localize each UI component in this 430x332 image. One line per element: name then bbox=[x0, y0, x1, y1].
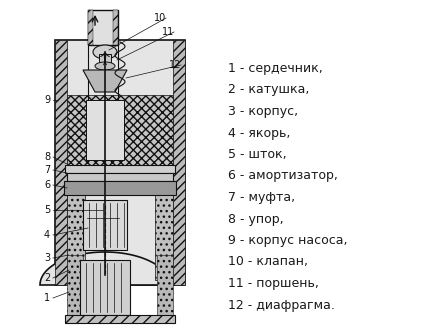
Text: 5 - шток,: 5 - шток, bbox=[228, 148, 287, 161]
Text: 9: 9 bbox=[44, 95, 50, 105]
Bar bbox=[86, 100, 124, 160]
Bar bbox=[67, 173, 173, 181]
Text: 4 - якорь,: 4 - якорь, bbox=[228, 126, 290, 139]
Bar bbox=[65, 165, 175, 173]
Text: 7: 7 bbox=[44, 165, 50, 175]
Bar bbox=[65, 315, 175, 323]
Text: 8 - упор,: 8 - упор, bbox=[228, 212, 284, 225]
Bar bbox=[99, 54, 111, 66]
Text: 8: 8 bbox=[44, 152, 50, 162]
Text: 12 - диафрагма.: 12 - диафрагма. bbox=[228, 298, 335, 311]
Text: 11: 11 bbox=[162, 27, 174, 37]
Text: 1: 1 bbox=[44, 293, 50, 303]
Text: 3 - корпус,: 3 - корпус, bbox=[228, 105, 298, 118]
Text: 5: 5 bbox=[44, 205, 50, 215]
Text: 2 - катушка,: 2 - катушка, bbox=[228, 84, 309, 97]
Text: 7 - муфта,: 7 - муфта, bbox=[228, 191, 295, 204]
Text: 6 - амортизатор,: 6 - амортизатор, bbox=[228, 170, 338, 183]
Text: 3: 3 bbox=[44, 253, 50, 263]
Text: 6: 6 bbox=[44, 180, 50, 190]
Bar bbox=[67, 255, 83, 318]
Bar bbox=[55, 40, 185, 285]
Bar bbox=[83, 200, 127, 250]
Bar bbox=[67, 195, 85, 280]
Text: 11 - поршень,: 11 - поршень, bbox=[228, 277, 319, 290]
Polygon shape bbox=[83, 70, 127, 92]
Text: 10: 10 bbox=[154, 13, 166, 23]
Bar bbox=[67, 95, 173, 165]
Polygon shape bbox=[40, 252, 185, 285]
Ellipse shape bbox=[93, 45, 117, 59]
Bar bbox=[88, 10, 118, 45]
Bar bbox=[88, 10, 93, 45]
Bar bbox=[173, 40, 185, 285]
Bar bbox=[55, 40, 67, 285]
Text: 4: 4 bbox=[44, 230, 50, 240]
Bar bbox=[80, 260, 130, 315]
Text: 9 - корпус насоса,: 9 - корпус насоса, bbox=[228, 234, 347, 247]
Bar bbox=[64, 181, 176, 195]
Ellipse shape bbox=[95, 62, 115, 70]
Bar bbox=[157, 255, 173, 318]
Bar bbox=[113, 10, 118, 45]
Text: 2: 2 bbox=[44, 273, 50, 283]
Text: 10 - клапан,: 10 - клапан, bbox=[228, 256, 308, 269]
Text: 1 - сердечник,: 1 - сердечник, bbox=[228, 62, 323, 75]
Text: 12: 12 bbox=[169, 60, 181, 70]
Bar bbox=[155, 195, 173, 280]
